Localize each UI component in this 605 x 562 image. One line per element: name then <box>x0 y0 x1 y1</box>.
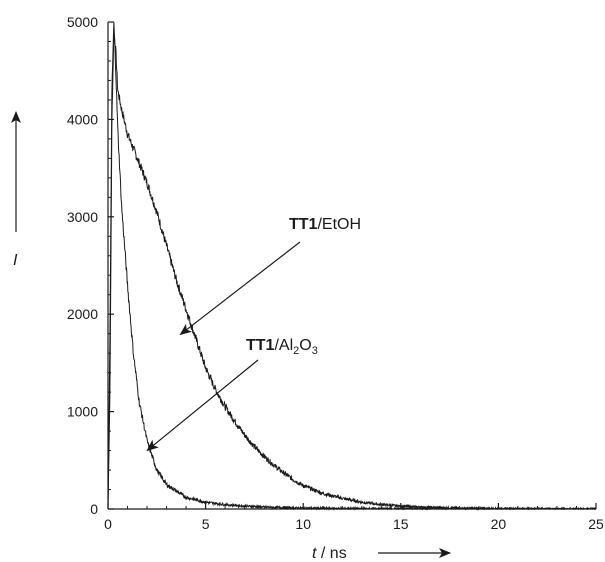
y-tick-label: 1000 <box>67 404 98 420</box>
y-tick-label: 4000 <box>67 111 98 127</box>
series-layer <box>107 22 597 511</box>
x-tick-label: 5 <box>202 516 210 532</box>
x-tick-label: 20 <box>491 516 507 532</box>
x-axis-label: t / ns <box>312 545 347 562</box>
x-tick-label: 10 <box>295 516 311 532</box>
annotation-al2o3-arrow <box>146 359 259 452</box>
annotation-etoh-arrow <box>179 241 301 336</box>
annotation-al2o3: TT1/Al2O3 <box>246 337 318 357</box>
y-tick-label: 2000 <box>67 306 98 322</box>
series-line-1 <box>107 34 597 511</box>
y-ticks: 0 1000 2000 3000 4000 5000 <box>67 14 114 517</box>
x-tick-label: 15 <box>393 516 409 532</box>
y-axis-label: I <box>13 252 18 269</box>
y-tick-label: 5000 <box>67 14 98 30</box>
y-tick-label: 0 <box>90 501 98 517</box>
annotation-etoh: TT1/EtOH <box>289 216 361 233</box>
x-tick-label: 0 <box>104 516 112 532</box>
y-tick-label: 3000 <box>67 209 98 225</box>
x-tick-label: 25 <box>588 516 604 532</box>
series-line-2 <box>107 22 597 511</box>
